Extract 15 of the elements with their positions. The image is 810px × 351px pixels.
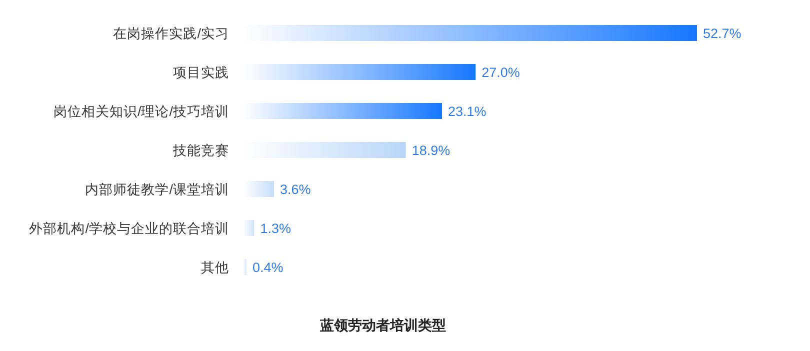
data-label: 52.7% (703, 26, 742, 41)
data-label: 23.1% (448, 104, 486, 119)
data-label: 3.6% (280, 182, 311, 197)
y-tick-label: 其他 (201, 260, 229, 275)
y-tick-label: 项目实践 (173, 65, 229, 80)
y-tick-label: 在岗操作实践/实习 (113, 26, 229, 41)
y-tick-label: 岗位相关知识/理论/技巧培训 (53, 104, 229, 119)
data-label: 0.4% (252, 260, 284, 275)
data-label: 1.3% (260, 221, 291, 236)
text: 蓝领劳动者培训类型 (319, 317, 446, 333)
data-label: 18.9% (412, 143, 450, 158)
y-tick-label: 外部机构/学校与企业的联合培训 (29, 221, 229, 236)
data-label: 27.0% (482, 65, 520, 80)
y-tick-label: 技能竞赛 (172, 143, 229, 158)
y-tick-label: 内部师徒教学/课堂培训 (85, 182, 229, 197)
